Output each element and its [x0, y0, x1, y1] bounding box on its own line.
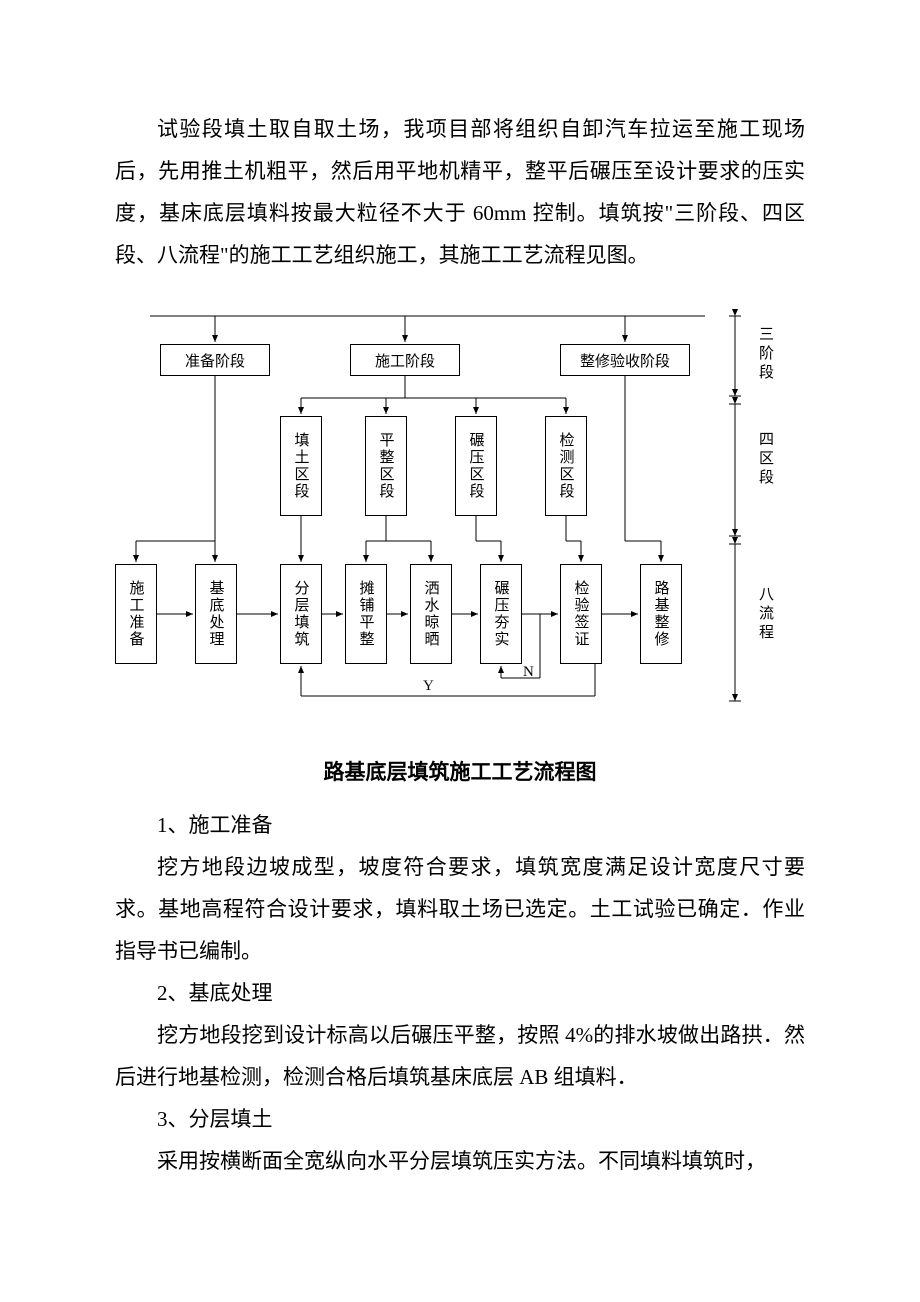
section-3-title: 3、分层填土	[115, 1098, 805, 1140]
proc-trim: 路基整修	[640, 564, 682, 664]
section-2-body: 挖方地段挖到设计标高以后碾压平整，按照 4%的排水坡做出路拱．然后进行地基检测，…	[115, 1014, 805, 1098]
process-flowchart: 准备阶段 施工阶段 整修验收阶段 填土区段 平整区段 碾压区段 检测区段 施工准…	[115, 306, 805, 726]
proc-layer: 分层填筑	[280, 564, 322, 664]
proc-layer-label: 分层填筑	[291, 580, 312, 648]
stage-accept: 整修验收阶段	[560, 344, 690, 376]
stage-construct: 施工阶段	[350, 344, 460, 376]
zone-fill: 填土区段	[280, 416, 322, 516]
flowchart-caption: 路基底层填筑施工工艺流程图	[115, 756, 805, 786]
proc-compact: 碾压夯实	[480, 564, 522, 664]
proc-base: 基底处理	[195, 564, 237, 664]
zone-inspect: 检测区段	[545, 416, 587, 516]
zone-compact: 碾压区段	[455, 416, 497, 516]
section-1-body: 挖方地段边坡成型，坡度符合要求，填筑宽度满足设计宽度尺寸要求。基地高程符合设计要…	[115, 846, 805, 972]
stage-construct-label: 施工阶段	[375, 350, 435, 371]
proc-water: 洒水晾晒	[410, 564, 452, 664]
side-label-procs: 八流程	[755, 586, 776, 643]
proc-compact-label: 碾压夯实	[491, 580, 512, 648]
proc-spread: 摊铺平整	[345, 564, 387, 664]
proc-spread-label: 摊铺平整	[356, 580, 377, 648]
intro-paragraph: 试验段填土取自取土场，我项目部将组织自卸汽车拉运至施工现场后，先用推土机粗平，然…	[115, 108, 805, 276]
zone-compact-label: 碾压区段	[466, 432, 487, 500]
proc-trim-label: 路基整修	[651, 580, 672, 648]
edge-label-y: Y	[423, 678, 434, 695]
side-label-stages: 三阶段	[755, 326, 776, 383]
edge-label-n: N	[523, 664, 534, 681]
section-1-title: 1、施工准备	[115, 804, 805, 846]
proc-prep: 施工准备	[115, 564, 157, 664]
stage-accept-label: 整修验收阶段	[580, 350, 670, 371]
side-label-zones: 四区段	[755, 431, 776, 488]
proc-verify: 检验签证	[560, 564, 602, 664]
zone-inspect-label: 检测区段	[556, 432, 577, 500]
section-2-title: 2、基底处理	[115, 972, 805, 1014]
zone-fill-label: 填土区段	[291, 432, 312, 500]
zone-level-label: 平整区段	[376, 432, 397, 500]
proc-prep-label: 施工准备	[126, 580, 147, 648]
proc-verify-label: 检验签证	[571, 580, 592, 648]
zone-level: 平整区段	[365, 416, 407, 516]
proc-water-label: 洒水晾晒	[421, 580, 442, 648]
stage-prep-label: 准备阶段	[185, 350, 245, 371]
stage-prep: 准备阶段	[160, 344, 270, 376]
section-3-body: 采用按横断面全宽纵向水平分层填筑压实方法。不同填料填筑时，	[115, 1140, 805, 1182]
proc-base-label: 基底处理	[206, 580, 227, 648]
